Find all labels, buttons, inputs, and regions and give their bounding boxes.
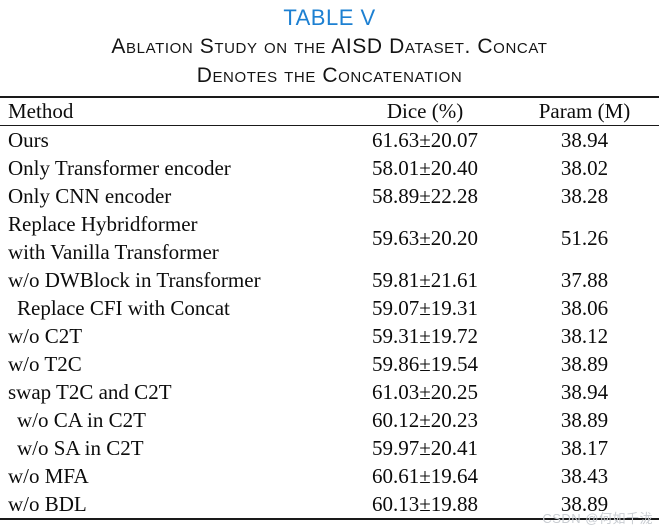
param-cell: 38.89 [560, 491, 609, 516]
dice-cell: 60.61±19.64 [371, 463, 479, 488]
method-cell: w/o SA in C2T [17, 435, 144, 460]
param-cell: 38.12 [560, 323, 609, 348]
table-row: w/o DWBlock in Transformer 59.81±21.61 37.… [0, 266, 659, 294]
column-header-param: Param (M) [510, 97, 659, 126]
dice-cell: 59.97±20.41 [371, 435, 479, 460]
dice-cell: 59.81±21.61 [371, 267, 479, 292]
table-row: w/o BDL 60.13±19.88 38.89 [0, 490, 659, 519]
table-row: w/o T2C 59.86±19.54 38.89 [0, 350, 659, 378]
csdn-watermark: CSDN @何如千泷 [542, 511, 653, 526]
method-cell: Replace Hybridformer with Vanilla Transfo… [0, 210, 340, 266]
method-cell: w/o C2T [8, 323, 83, 348]
param-cell: 38.02 [560, 155, 609, 180]
method-cell: w/o BDL [8, 491, 87, 516]
method-line: Replace Hybridformer [8, 211, 198, 236]
table-row: Ours 61.63±20.07 38.94 [0, 125, 659, 154]
column-header-method: Method [0, 97, 340, 126]
method-line: with Vanilla Transformer [8, 239, 219, 264]
method-cell: w/o MFA [8, 463, 89, 488]
param-cell: 38.28 [560, 183, 609, 208]
method-cell: Only CNN encoder [8, 183, 172, 208]
ablation-table: Method Dice (%) Param (M) Ours 61.63±20.0… [0, 96, 659, 520]
table-caption-line-1: Ablation Study on the AISD Dataset. Conc… [111, 35, 548, 58]
dice-cell: 59.31±19.72 [371, 323, 479, 348]
param-cell: 38.89 [560, 407, 609, 432]
method-cell: swap T2C and C2T [8, 379, 172, 404]
table-row: Replace Hybridformer with Vanilla Transfo… [0, 210, 659, 266]
param-cell: 51.26 [560, 225, 609, 250]
table-row: w/o CA in C2T 60.12±20.23 38.89 [0, 406, 659, 434]
method-cell: Replace CFI with Concat [17, 295, 230, 320]
dice-cell: 58.89±22.28 [371, 183, 479, 208]
table-header-row: Method Dice (%) Param (M) [0, 97, 659, 126]
table-row: w/o MFA 60.61±19.64 38.43 [0, 462, 659, 490]
dice-cell: 59.07±19.31 [371, 295, 479, 320]
table-number-title: TABLE V [283, 5, 376, 30]
param-cell: 38.43 [560, 463, 609, 488]
dice-cell: 60.12±20.23 [371, 407, 479, 432]
method-cell: Ours [8, 127, 49, 152]
dice-cell: 58.01±20.40 [371, 155, 479, 180]
param-cell: 38.17 [560, 435, 609, 460]
method-cell: w/o DWBlock in Transformer [8, 267, 261, 292]
param-cell: 37.88 [560, 267, 609, 292]
dice-cell: 60.13±19.88 [371, 491, 479, 516]
table-row: w/o C2T 59.31±19.72 38.12 [0, 322, 659, 350]
method-cell: w/o T2C [8, 351, 82, 376]
method-cell: w/o CA in C2T [17, 407, 146, 432]
table-row: Only CNN encoder 58.89±22.28 38.28 [0, 182, 659, 210]
dice-cell: 61.63±20.07 [371, 127, 479, 152]
table-body: Ours 61.63±20.07 38.94 Only Transformer enc… [0, 125, 659, 519]
param-cell: 38.94 [560, 379, 609, 404]
dice-cell: 59.86±19.54 [371, 351, 479, 376]
param-cell: 38.94 [560, 127, 609, 152]
table-row: Only Transformer encoder 58.01±20.40 38.02 [0, 154, 659, 182]
param-cell: 38.06 [560, 295, 609, 320]
dice-cell: 59.63±20.20 [371, 225, 479, 250]
dice-cell: 61.03±20.25 [371, 379, 479, 404]
table-row: w/o SA in C2T 59.97±20.41 38.17 [0, 434, 659, 462]
table-row: swap T2C and C2T 61.03±20.25 38.94 [0, 378, 659, 406]
table-caption-line-2: Denotes the Concatenation [196, 64, 463, 87]
param-cell: 38.89 [560, 351, 609, 376]
table-row: Replace CFI with Concat 59.07±19.31 38.06 [0, 294, 659, 322]
column-header-dice: Dice (%) [340, 97, 510, 126]
method-cell: Only Transformer encoder [8, 155, 231, 180]
